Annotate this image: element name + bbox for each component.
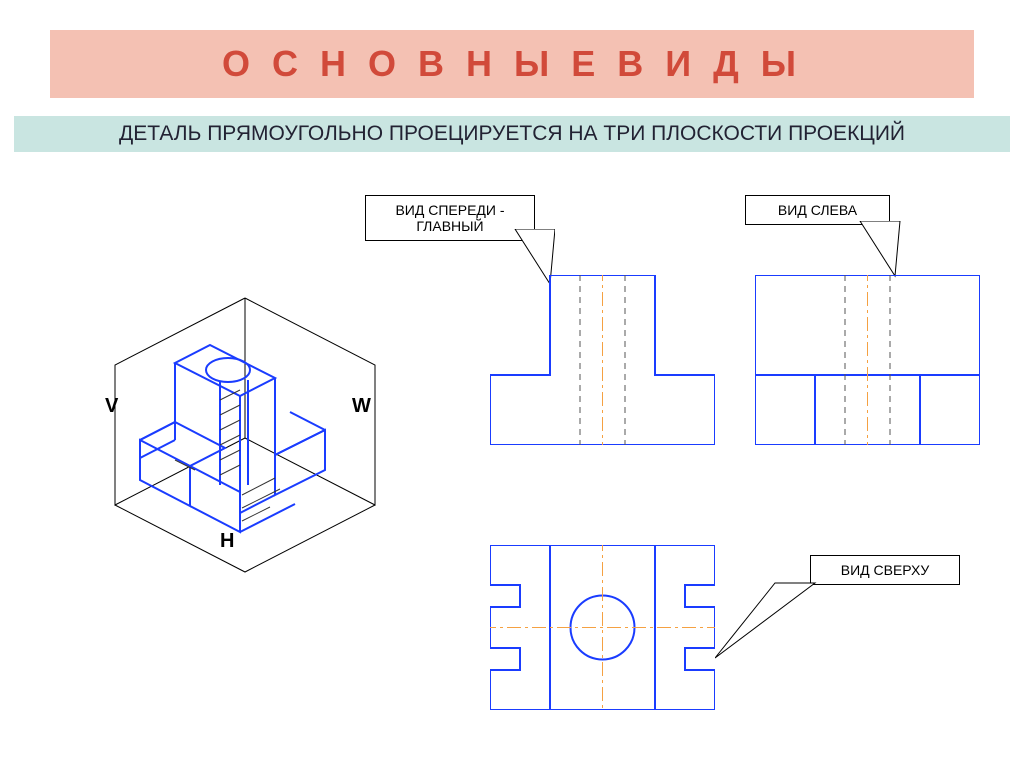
page-title: О С Н О В Н Ы Е В И Д Ы	[222, 43, 802, 85]
page-subtitle: ДЕТАЛЬ ПРЯМОУГОЛЬНО ПРОЕЦИРУЕТСЯ НА ТРИ …	[119, 122, 905, 146]
subtitle-bar: ДЕТАЛЬ ПРЯМОУГОЛЬНО ПРОЕЦИРУЕТСЯ НА ТРИ …	[14, 116, 1010, 152]
label-left-text: ВИД СЛЕВА	[778, 202, 857, 218]
plane-label-v: V	[105, 395, 118, 418]
callout-tail-top	[715, 573, 875, 663]
isometric-drawing	[80, 290, 410, 580]
title-bar: О С Н О В Н Ы Е В И Д Ы	[50, 30, 974, 98]
plane-label-w: W	[352, 395, 371, 418]
left-view-drawing	[755, 275, 980, 445]
front-view-drawing	[490, 275, 715, 445]
plane-label-h: H	[220, 530, 234, 553]
top-view-drawing	[490, 545, 715, 710]
